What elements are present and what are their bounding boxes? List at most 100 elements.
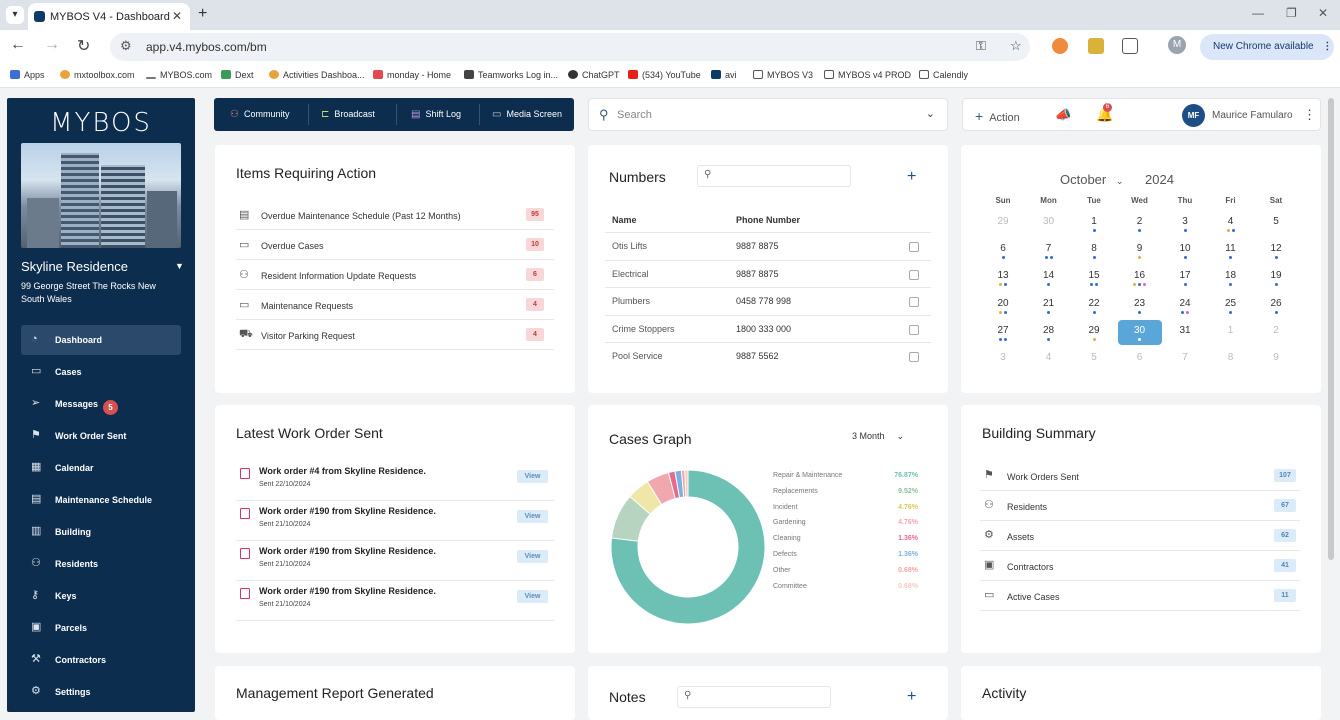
- number-row[interactable]: Pool Service 9887 5562: [605, 342, 931, 370]
- work-order-row[interactable]: Work order #190 from Skyline Residence. S…: [236, 541, 554, 581]
- sidebar-item-maintenance-schedule[interactable]: ▤ Maintenance Schedule: [21, 485, 181, 515]
- profile-avatar[interactable]: M: [1168, 36, 1186, 54]
- bookmark-item[interactable]: mxtoolbox.com: [60, 70, 135, 80]
- site-info-icon[interactable]: ⚙: [120, 38, 132, 53]
- row-checkbox[interactable]: [909, 297, 919, 308]
- calendar-day[interactable]: 4: [1027, 347, 1071, 372]
- building-switch-caret-icon[interactable]: ▼: [175, 261, 184, 271]
- calendar-day[interactable]: 18: [1209, 265, 1253, 290]
- global-search[interactable]: ⚲ Search ⌄: [588, 98, 948, 131]
- calendar-day[interactable]: 6: [1118, 347, 1162, 372]
- calendar-day[interactable]: 4: [1209, 211, 1253, 236]
- building-name[interactable]: Skyline Residence: [21, 259, 128, 274]
- row-checkbox[interactable]: [909, 269, 919, 280]
- calendar-day[interactable]: 15: [1072, 265, 1116, 290]
- notes-search-input[interactable]: ⚲: [677, 686, 831, 708]
- calendar-day[interactable]: 6: [981, 238, 1025, 263]
- calendar-day[interactable]: 9: [1118, 238, 1162, 263]
- calendar-day[interactable]: 3: [981, 347, 1025, 372]
- sidebar-item-dashboard[interactable]: ◔ Dashboard: [21, 325, 181, 355]
- calendar-day[interactable]: 10: [1163, 238, 1207, 263]
- broadcast-button[interactable]: ⊏ Broadcast: [321, 109, 375, 120]
- action-item[interactable]: ▤ Overdue Maintenance Schedule (Past 12 M…: [236, 200, 554, 230]
- calendar-day[interactable]: 19: [1254, 265, 1298, 290]
- minimize-window-button[interactable]: —: [1252, 6, 1264, 20]
- calendar-year[interactable]: 2024: [1145, 172, 1174, 187]
- calendar-day[interactable]: 2: [1118, 211, 1162, 236]
- forward-button[interactable]: →: [44, 36, 60, 53]
- calendar-day[interactable]: 25: [1209, 293, 1253, 318]
- sidebar-item-calendar[interactable]: ▦ Calendar: [21, 453, 181, 483]
- calendar-day[interactable]: 8: [1072, 238, 1116, 263]
- action-item[interactable]: ⛟ Visitor Parking Request 4: [236, 320, 554, 350]
- close-window-button[interactable]: ✕: [1318, 6, 1329, 20]
- sidebar-item-work-order-sent[interactable]: ⚑ Work Order Sent: [21, 421, 181, 451]
- bookmark-item[interactable]: Teamworks Log in...: [464, 70, 558, 80]
- action-item[interactable]: ▭ Maintenance Requests 4: [236, 290, 554, 320]
- calendar-day[interactable]: 30: [1027, 211, 1071, 236]
- summary-item[interactable]: ⚙ Assets 62: [980, 521, 1300, 551]
- add-note-button[interactable]: +: [907, 688, 917, 705]
- sidebar-item-keys[interactable]: ⚷ Keys: [21, 581, 181, 611]
- sidebar-item-parcels[interactable]: ▣ Parcels: [21, 613, 181, 643]
- bookmark-folder[interactable]: Calendly: [919, 70, 968, 80]
- calendar-day[interactable]: 14: [1027, 265, 1071, 290]
- numbers-search-input[interactable]: ⚲: [697, 165, 851, 187]
- view-button[interactable]: View: [517, 590, 548, 603]
- summary-item[interactable]: ⚑ Work Orders Sent 107: [980, 461, 1300, 491]
- calendar-day[interactable]: 28: [1027, 320, 1071, 345]
- view-button[interactable]: View: [517, 550, 548, 563]
- work-order-row[interactable]: Work order #4 from Skyline Residence. Sen…: [236, 461, 554, 501]
- bookmark-star-icon[interactable]: ☆: [1010, 38, 1022, 53]
- summary-item[interactable]: ▣ Contractors 41: [980, 551, 1300, 581]
- calendar-day[interactable]: 26: [1254, 293, 1298, 318]
- calendar-day[interactable]: 7: [1163, 347, 1207, 372]
- row-checkbox[interactable]: [909, 324, 919, 335]
- number-row[interactable]: Otis Lifts 9887 8875: [605, 232, 931, 260]
- calendar-day[interactable]: 12: [1254, 238, 1298, 263]
- sidebar-item-contractors[interactable]: ⚒ Contractors: [21, 645, 181, 675]
- view-button[interactable]: View: [517, 510, 548, 523]
- more-vert-icon[interactable]: ⋮: [1322, 41, 1333, 52]
- row-checkbox[interactable]: [909, 242, 919, 252]
- community-button[interactable]: ⚇ Community: [230, 109, 289, 120]
- bookmark-item[interactable]: avi: [711, 70, 737, 80]
- donut-slice-repair-maintenance[interactable]: [610, 469, 766, 625]
- bookmark-item[interactable]: ChatGPT: [568, 70, 620, 80]
- add-number-button[interactable]: +: [907, 168, 917, 185]
- shift-log-button[interactable]: ▤ Shift Log: [411, 109, 461, 120]
- media-screen-button[interactable]: ▭ Media Screen: [492, 109, 562, 120]
- calendar-day[interactable]: 31: [1163, 320, 1207, 345]
- sidebar-item-building[interactable]: ▥ Building: [21, 517, 181, 547]
- reload-button[interactable]: ↻: [77, 38, 91, 55]
- sidebar-item-messages[interactable]: ➢ Messages 5: [21, 389, 181, 419]
- mybos-logo[interactable]: MYBOS: [50, 108, 152, 138]
- calendar-day[interactable]: 29: [1072, 320, 1116, 345]
- calendar-day[interactable]: 1: [1072, 211, 1116, 236]
- action-item[interactable]: ▭ Overdue Cases 10: [236, 230, 554, 260]
- calendar-day[interactable]: 13: [981, 265, 1025, 290]
- calendar-day[interactable]: 22: [1072, 293, 1116, 318]
- megaphone-icon[interactable]: 📣: [1055, 107, 1072, 122]
- number-row[interactable]: Crime Stoppers 1800 333 000: [605, 314, 931, 343]
- summary-item[interactable]: ▭ Active Cases 11: [980, 581, 1300, 611]
- calendar-day-selected[interactable]: 30: [1117, 319, 1162, 345]
- calendar-day[interactable]: 5: [1072, 347, 1116, 372]
- more-vert-icon[interactable]: ⋮: [1303, 107, 1316, 122]
- search-input[interactable]: Search: [617, 109, 652, 121]
- back-button[interactable]: ←: [10, 36, 26, 53]
- calendar-day[interactable]: 20: [981, 293, 1025, 318]
- work-order-row[interactable]: Work order #190 from Skyline Residence. S…: [236, 501, 554, 541]
- calendar-day[interactable]: 17: [1163, 265, 1207, 290]
- extension-badge-icon[interactable]: [1088, 38, 1104, 54]
- donut-slice-committee[interactable]: [684, 469, 689, 498]
- calendar-day[interactable]: 2: [1254, 320, 1298, 345]
- action-item[interactable]: ⚇ Resident Information Update Requests 6: [236, 260, 554, 290]
- number-row[interactable]: Plumbers 0458 778 998: [605, 287, 931, 315]
- calendar-day[interactable]: 8: [1209, 347, 1253, 372]
- calendar-day[interactable]: 29: [981, 211, 1025, 236]
- work-order-row[interactable]: Work order #190 from Skyline Residence. S…: [236, 581, 554, 621]
- browser-tab[interactable]: MYBOS V4 - Dashboard ✕: [28, 3, 190, 30]
- calendar-day[interactable]: 9: [1254, 347, 1298, 372]
- bookmark-folder[interactable]: MYBOS v4 PROD: [824, 70, 911, 80]
